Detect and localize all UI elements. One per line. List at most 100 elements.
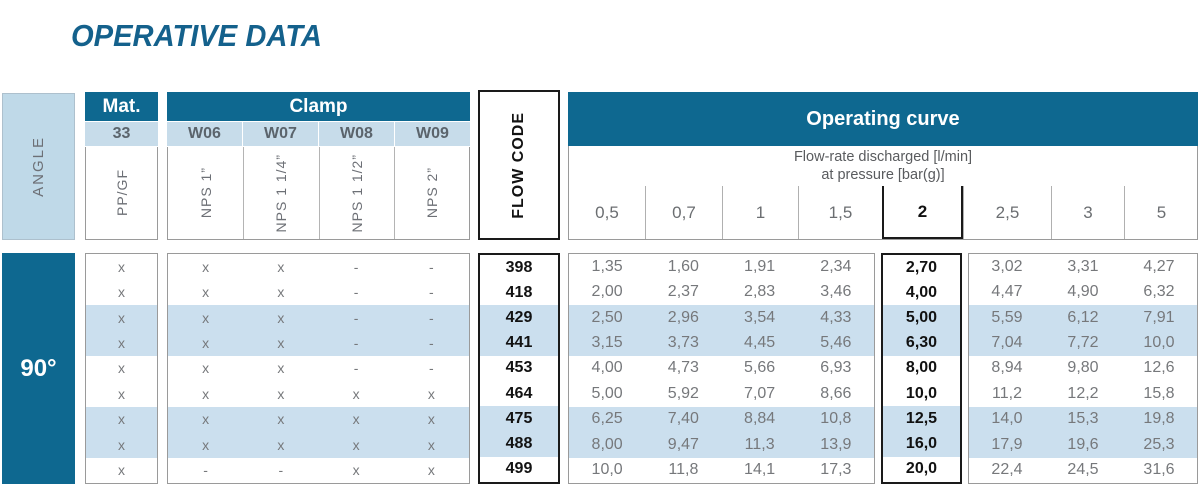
flow-value-cell: 3,73 [645, 330, 722, 356]
clamp-mark-cell: - [393, 304, 469, 331]
flow-code-header: FLOW CODE [478, 90, 560, 240]
flow-value-cell: 8,84 [721, 406, 798, 433]
clamp-mark-cell: - [429, 258, 434, 275]
clamp-mark-cell: - [353, 360, 359, 377]
flow-value-cell: 7,07 [744, 384, 776, 402]
clamp-mark-cell: x [352, 462, 360, 479]
flow-value-cell: 14,0 [969, 406, 1045, 433]
flow-value-2bar-cell: 10,0 [905, 384, 938, 402]
flow-code-cell: 398 [505, 258, 533, 276]
flow-value-cell: 5,66 [744, 359, 776, 377]
flow-value-cell: 7,04 [969, 330, 1045, 356]
pressure-row: 0,5 0,7 1 1,5 2 2,5 3 5 [569, 186, 1197, 239]
clamp-mark-cell: x [243, 330, 319, 356]
clamp-codes-band: W06 W07 W08 W09 [167, 122, 470, 146]
angle-value-cell: 90° [2, 253, 75, 484]
flow-code-cell: 475 [480, 406, 558, 432]
flow-value-cell: 19,6 [1045, 432, 1121, 458]
clamp-mark-cell: - [393, 330, 469, 356]
flow-value-cell: 17,3 [820, 461, 852, 479]
flow-value-cell: 6,93 [820, 359, 852, 377]
angle-header-label: ANGLE [30, 136, 47, 197]
flow-value-cell: 3,31 [1067, 257, 1099, 275]
flow-value-cell: 12,2 [1067, 384, 1099, 402]
clamp-mark-cell: x [202, 284, 210, 301]
flow-value-cell: 8,00 [569, 432, 646, 458]
flow-value-2bar-cell: 6,30 [883, 330, 960, 356]
clamp-mark-cell: - [353, 258, 359, 275]
flow-value-cell: 1,91 [744, 257, 776, 275]
pressure-5: 5 [1124, 186, 1198, 239]
clamp-mark-cell: x [168, 432, 244, 458]
clamp-mark-cell: x [277, 360, 285, 377]
clamp-mark-cell: x [318, 406, 394, 433]
pressure-2-5: 2,5 [963, 186, 1051, 239]
material-header-title: Mat. [85, 92, 158, 121]
material-mark-cell: x [86, 432, 157, 458]
flow-value-cell: 3,54 [721, 304, 798, 331]
clamp-sizes-row: NPS 1” NPS 1 1/4” NPS 1 1/2” NPS 2” [167, 147, 470, 240]
flow-value-cell: 9,80 [1067, 359, 1099, 377]
flow-value-cell: 4,47 [991, 283, 1023, 301]
flow-value-cell: 4,90 [1067, 283, 1099, 301]
clamp-code-w07: W07 [243, 122, 318, 146]
flow-value-cell: 5,92 [667, 384, 699, 402]
material-mark-cell: x [118, 385, 125, 402]
flow-value-cell: 19,8 [1121, 406, 1197, 433]
flow-code-header-label: FLOW CODE [510, 111, 527, 219]
flow-code-cell: 499 [505, 460, 533, 478]
clamp-mark-cell: x [202, 385, 210, 402]
clamp-mark-cell: x [202, 258, 210, 275]
material-mark-cell: x [86, 304, 157, 331]
clamp-mark-cell: x [202, 360, 210, 377]
clamp-mark-cell: - [318, 330, 394, 356]
flow-value-cell: 8,94 [991, 359, 1023, 377]
flow-code-cell: 488 [480, 431, 558, 457]
flow-code-body-column: 398 418 429 441 453 464 475 488 499 [478, 253, 560, 484]
flow-value-cell: 4,73 [667, 359, 699, 377]
flow-value-cell: 11,2 [992, 384, 1022, 402]
material-name-label: PP/GF [113, 169, 130, 217]
flow-value-cell: 4,27 [1143, 257, 1175, 275]
clamp-mark-cell: x [168, 330, 244, 356]
flow-value-cell: 2,34 [820, 257, 852, 275]
material-mark-cell: x [118, 360, 125, 377]
flow-value-cell: 5,46 [797, 330, 874, 356]
flow-code-cell: 429 [480, 305, 558, 331]
clamp-mark-cell: - [429, 360, 434, 377]
flow-value-2bar-cell: 2,70 [905, 258, 938, 276]
flow-value-cell: 17,9 [969, 432, 1045, 458]
clamp-size-nps112: NPS 1 1/2” [348, 153, 365, 233]
flow-value-cell: 6,25 [569, 406, 646, 433]
clamp-code-w06: W06 [167, 122, 242, 146]
material-mark-cell: x [86, 406, 157, 433]
flow-value-2bar-cell: 5,00 [883, 305, 960, 331]
clamp-mark-cell: x [243, 406, 319, 433]
flow-code-cell: 464 [505, 384, 533, 402]
flow-values-2bar-column: 2,70 4,00 5,00 6,30 8,00 10,0 12,5 16,0 20,0 [881, 253, 962, 484]
flow-value-cell: 14,1 [744, 461, 776, 479]
flow-value-cell: 24,5 [1067, 461, 1099, 479]
flow-value-cell: 15,8 [1143, 384, 1175, 402]
clamp-mark-cell: x [243, 432, 319, 458]
operating-curve-header: Operating curve Flow-rate discharged [l/… [568, 92, 1198, 240]
flow-rate-subtitle-line2: at pressure [bar(g)] [821, 167, 945, 183]
flow-value-cell: 12,6 [1143, 359, 1175, 377]
page-title: OPERATIVE DATA [71, 18, 322, 53]
clamp-mark-cell: - [278, 462, 284, 479]
flow-code-cell: 418 [505, 283, 533, 301]
material-mark-cell: x [118, 258, 125, 275]
flow-value-cell: 2,37 [667, 283, 699, 301]
clamp-mark-cell: x [277, 385, 285, 402]
flow-value-cell: 3,02 [991, 257, 1023, 275]
material-code-band: 33 [85, 122, 158, 146]
flow-code-cell: 453 [505, 359, 533, 377]
flow-value-cell: 3,46 [820, 283, 852, 301]
flow-values-left-block: 1,35 1,60 1,91 2,34 2,00 2,37 2,83 3,46 2,50 2,96… [568, 253, 875, 484]
flow-rate-subtitle: Flow-rate discharged [l/min] at pressure… [569, 146, 1197, 186]
flow-value-cell: 1,35 [591, 257, 623, 275]
clamp-header-title: Clamp [167, 92, 470, 121]
flow-value-cell: 2,83 [744, 283, 776, 301]
